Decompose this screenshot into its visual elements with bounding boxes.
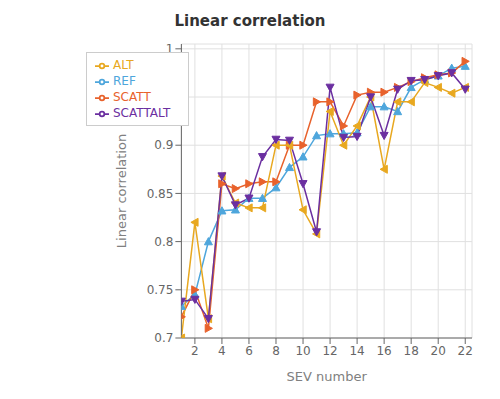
svg-text:1: 1 (166, 42, 174, 56)
svg-text:18: 18 (404, 344, 419, 358)
svg-text:2: 2 (191, 344, 199, 358)
svg-text:12: 12 (322, 344, 337, 358)
svg-text:16: 16 (376, 344, 391, 358)
svg-text:22: 22 (458, 344, 473, 358)
svg-text:14: 14 (349, 344, 364, 358)
svg-text:0.95: 0.95 (147, 90, 174, 104)
svg-text:0.75: 0.75 (147, 283, 174, 297)
html-text:ALT: ALT (113, 58, 134, 72)
svg-text:SEV number: SEV number (287, 369, 368, 384)
html-text:REF: REF (113, 74, 136, 88)
svg-text:20: 20 (431, 344, 446, 358)
svg-text:0.85: 0.85 (147, 187, 174, 201)
svg-text:0.9: 0.9 (154, 138, 173, 152)
html-text:SCATTALT: SCATTALT (113, 106, 171, 120)
svg-text:0.7: 0.7 (154, 331, 173, 345)
svg-text:4: 4 (218, 344, 226, 358)
svg-text:6: 6 (245, 344, 253, 358)
svg-text:8: 8 (272, 344, 280, 358)
svg-text:10: 10 (295, 344, 310, 358)
html-text:Linear correlation: Linear correlation (174, 12, 326, 30)
html-text:SCATT: SCATT (113, 90, 151, 104)
svg-text:Linear correlation: Linear correlation (114, 134, 129, 248)
svg-text:0.8: 0.8 (154, 235, 173, 249)
